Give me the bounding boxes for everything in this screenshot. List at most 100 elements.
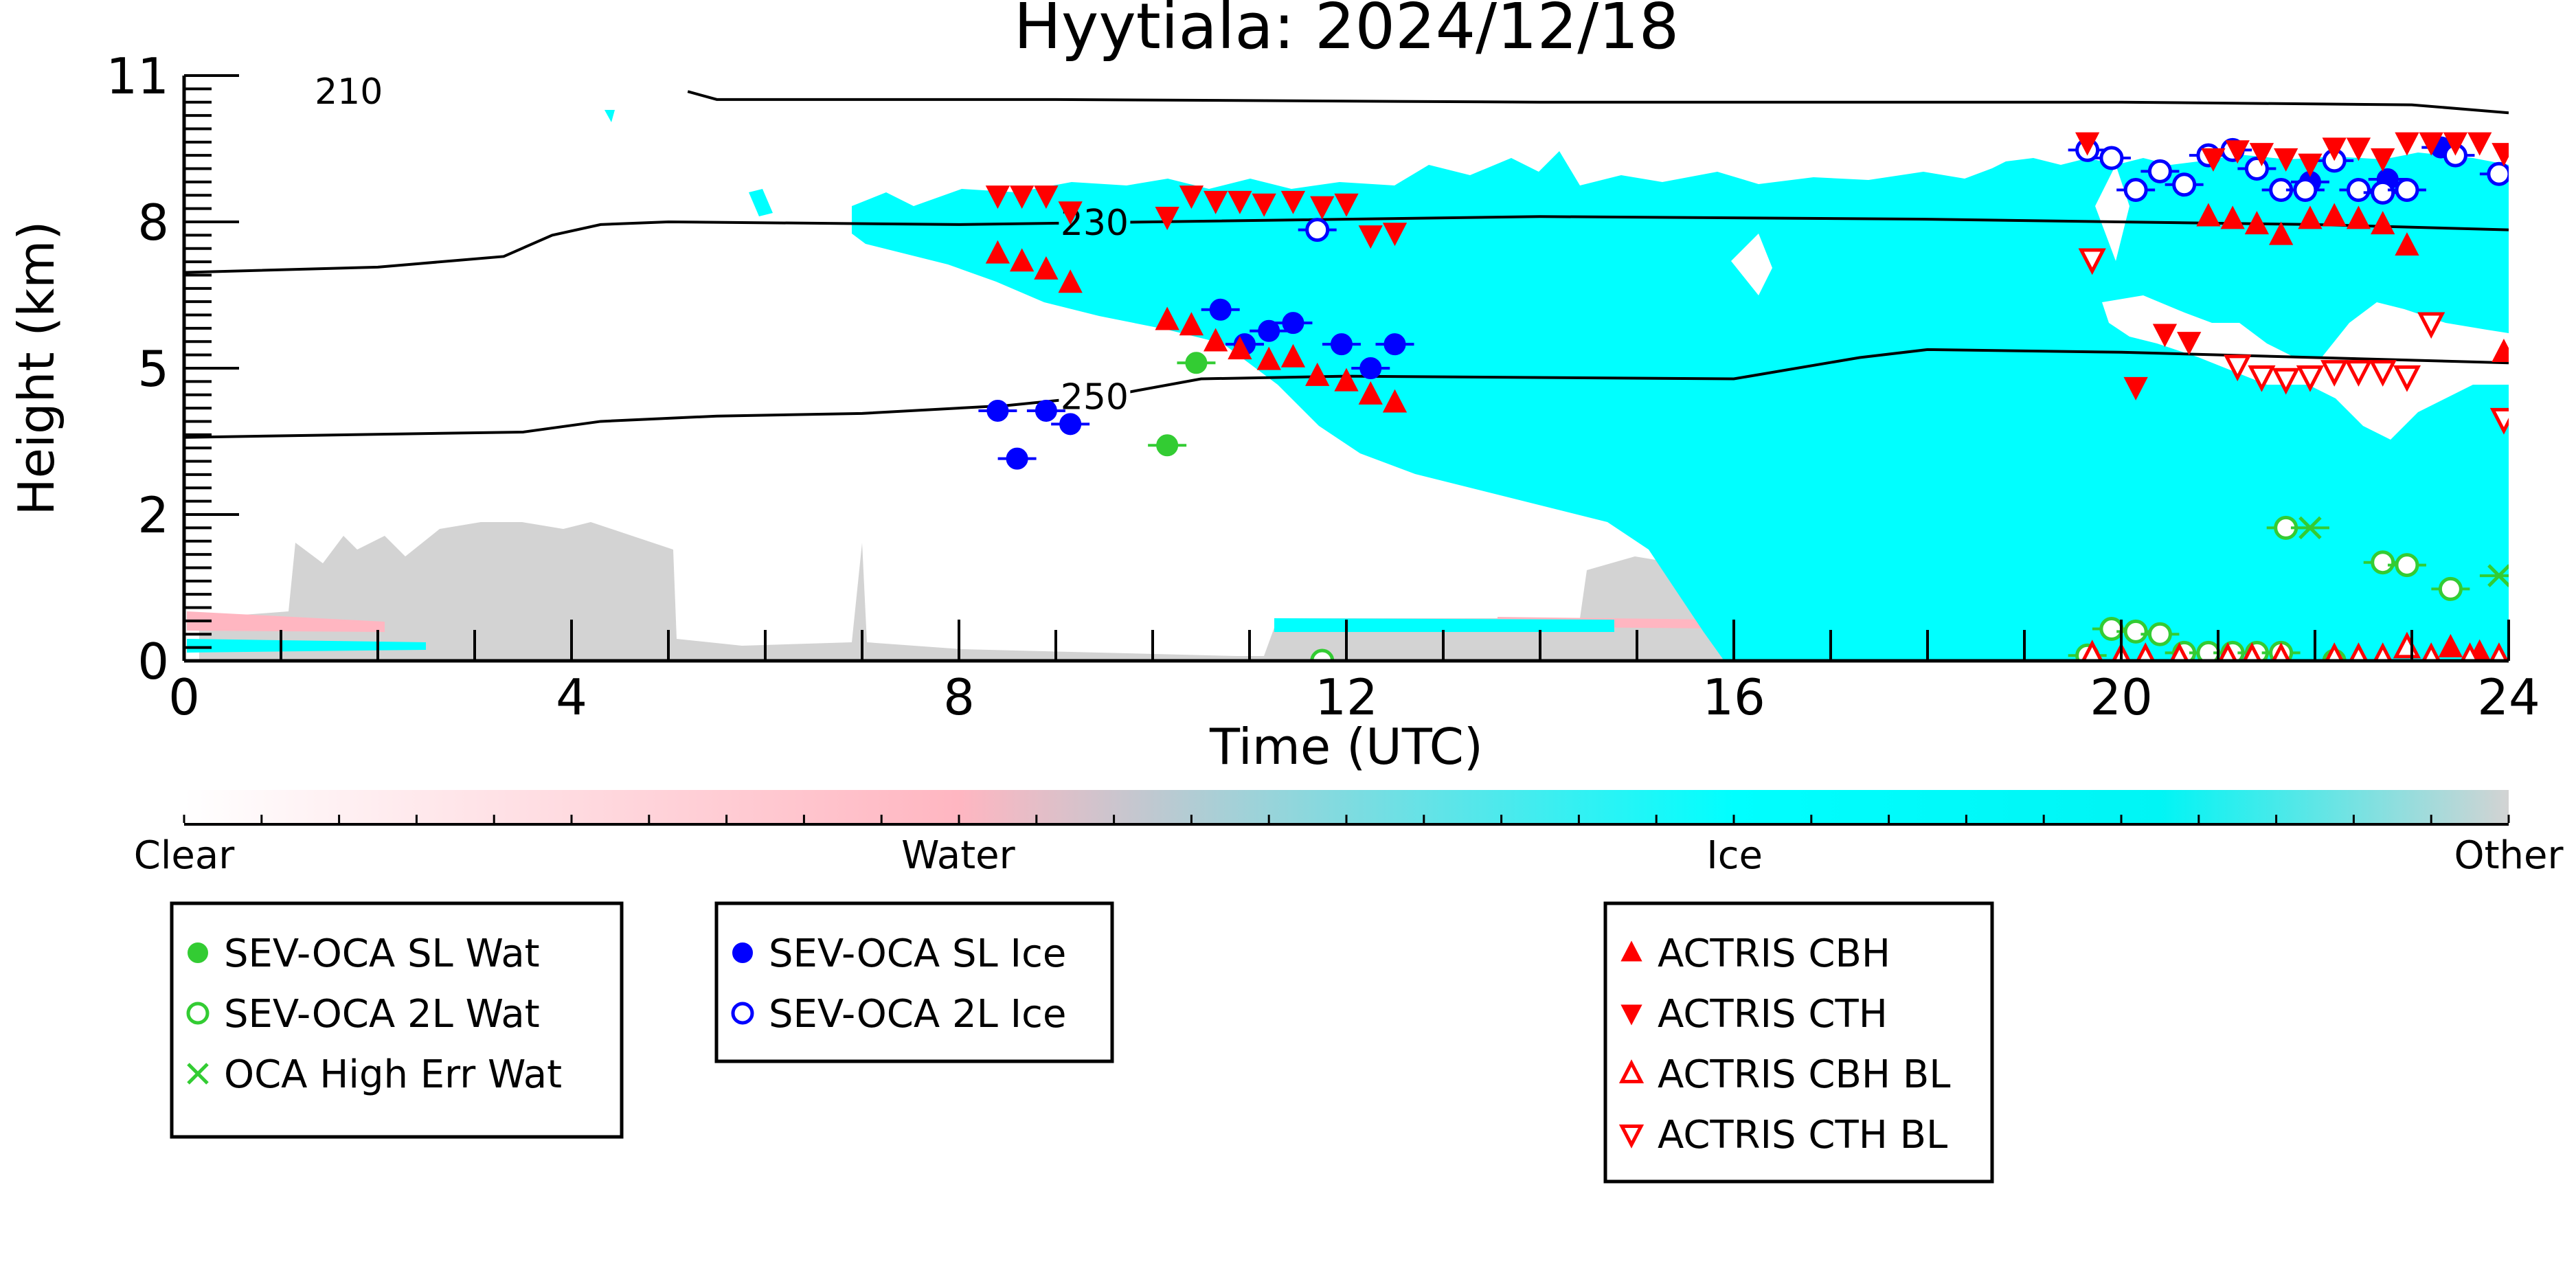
data-point [2298, 153, 2323, 177]
data-point [2272, 368, 2300, 395]
legend-item: SEV-OCA SL Wat [188, 931, 540, 976]
data-point [1359, 357, 1382, 379]
series-sev-oca-sl-wat [1148, 352, 1216, 457]
data-point [1058, 269, 1083, 293]
legend-marker [732, 942, 753, 963]
series-oca-high-err-wat [2290, 516, 2509, 587]
data-point [2371, 211, 2395, 235]
series-actris-cbh [985, 203, 2509, 661]
data-point [2487, 161, 2509, 186]
data-point [2371, 180, 2395, 205]
water-strip [187, 611, 385, 632]
colorbar-label: Clear [134, 833, 235, 878]
data-point [2346, 178, 2371, 203]
legend-frame [714, 901, 1114, 1063]
legend-label: SEV-OCA SL Wat [224, 931, 540, 976]
contour-line-250 [184, 348, 2509, 439]
data-point [2438, 633, 2463, 657]
ice-low-mid [1274, 618, 1614, 632]
y-tick-label: 0 [137, 633, 169, 690]
legend-item: ACTRIS CBH [1620, 931, 1890, 976]
data-point [2325, 642, 2345, 661]
data-point [1204, 190, 1228, 214]
contour-line-230 [184, 215, 2509, 274]
data-point [2492, 143, 2509, 167]
legend-marker [1620, 1004, 1642, 1026]
data-point [1305, 218, 1330, 242]
data-point [1310, 196, 1335, 220]
data-point [2346, 205, 2371, 229]
data-point [1256, 346, 1281, 370]
data-point [1059, 413, 1082, 436]
data-point [2244, 211, 2270, 235]
clear-gap-3 [1731, 234, 1772, 295]
data-point [2123, 619, 2148, 644]
series-actris-cth-bl [2078, 248, 2509, 435]
data-point [1228, 190, 1252, 214]
data-point [1058, 201, 1083, 225]
data-point [1034, 185, 1059, 210]
series-actris-cbh-bl [2081, 631, 2509, 661]
data-point [1006, 447, 1028, 470]
data-point [1179, 312, 1204, 336]
data-point [2460, 642, 2480, 661]
data-point [2225, 140, 2250, 164]
data-point [1358, 225, 1383, 249]
data-series [978, 132, 2509, 661]
data-point [2196, 203, 2221, 227]
data-point [2218, 642, 2238, 661]
data-point [1258, 319, 1280, 342]
data-point [2249, 143, 2274, 167]
data-point [1155, 207, 1179, 231]
data-point [2224, 354, 2252, 382]
data-point [2099, 617, 2124, 642]
data-point [1179, 185, 1204, 210]
data-point [2371, 148, 2395, 172]
ice-patch-left [749, 189, 773, 216]
data-point [1358, 381, 1383, 405]
data-point [985, 185, 1010, 210]
data-point [2099, 146, 2124, 170]
classification-field [187, 110, 2509, 661]
data-point [1382, 223, 1408, 247]
chart-title: Hyytiala: 2024/12/18 [1014, 0, 1680, 63]
data-point [2322, 203, 2347, 227]
x-axis-label: Time (UTC) [1209, 718, 1483, 776]
colorbar-label: Other [2454, 833, 2564, 878]
data-point [2147, 622, 2172, 646]
legend-label: SEV-OCA 2L Ice [769, 992, 1066, 1037]
data-point [1330, 333, 1353, 356]
legend-marker [1618, 1124, 1645, 1149]
data-point [2395, 232, 2419, 256]
legend-item: SEV-OCA SL Ice [732, 931, 1066, 976]
legend-label: ACTRIS CBH [1658, 931, 1890, 976]
contour-label-bg [313, 74, 385, 110]
legend-item: SEV-OCA 2L Ice [731, 992, 1066, 1037]
x-tick-label: 20 [2090, 668, 2153, 726]
data-point [2081, 640, 2103, 661]
legend-marker [731, 1002, 754, 1025]
data-point [2487, 564, 2509, 587]
data-point [2417, 312, 2445, 339]
colorbar-label: Water [901, 833, 1016, 878]
y-tick-label: 5 [137, 340, 169, 398]
data-point [2322, 137, 2347, 161]
y-tick-label: 11 [106, 47, 169, 105]
data-point [2177, 332, 2202, 356]
other-region [199, 522, 1820, 661]
data-point [2320, 360, 2349, 387]
data-point [1334, 193, 1359, 217]
ice-region [852, 151, 2509, 661]
x-tick-label: 0 [168, 668, 200, 726]
data-point [2492, 338, 2509, 362]
data-point [2172, 172, 2197, 197]
data-point [2395, 132, 2419, 156]
data-point [2271, 642, 2291, 661]
x-tick-label: 24 [2477, 668, 2540, 726]
data-point [985, 240, 1010, 264]
data-point [2467, 132, 2492, 156]
data-point [2274, 148, 2298, 172]
legend-frame [170, 901, 624, 1139]
axes: 0 2 5 8 11 0 4 8 12 16 20 24 [106, 47, 2540, 726]
